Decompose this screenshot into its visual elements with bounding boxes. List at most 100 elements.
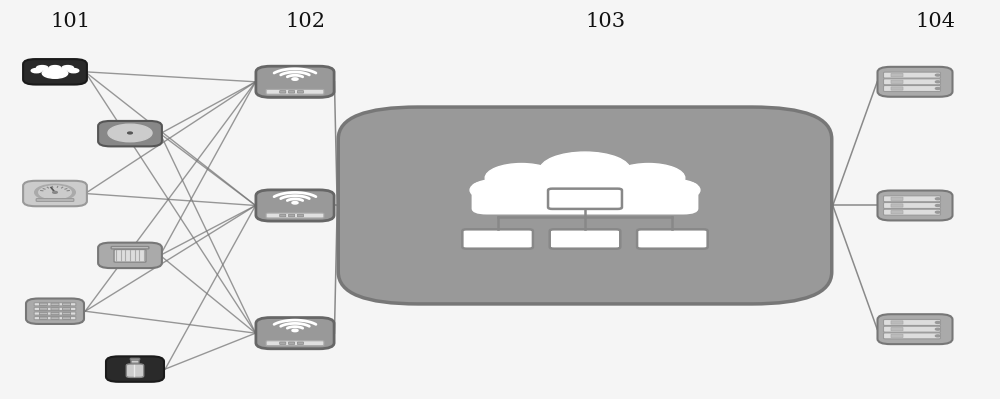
- FancyBboxPatch shape: [289, 342, 295, 344]
- Circle shape: [36, 65, 48, 70]
- Circle shape: [35, 184, 75, 200]
- FancyBboxPatch shape: [891, 87, 903, 90]
- FancyBboxPatch shape: [39, 303, 47, 306]
- FancyBboxPatch shape: [51, 317, 59, 319]
- Circle shape: [62, 65, 74, 70]
- FancyBboxPatch shape: [34, 307, 76, 310]
- FancyBboxPatch shape: [23, 59, 87, 85]
- FancyBboxPatch shape: [280, 214, 286, 217]
- FancyBboxPatch shape: [131, 360, 139, 363]
- Circle shape: [31, 69, 42, 73]
- FancyBboxPatch shape: [256, 318, 334, 349]
- FancyBboxPatch shape: [63, 317, 71, 319]
- Circle shape: [42, 68, 68, 78]
- FancyBboxPatch shape: [280, 91, 286, 93]
- Circle shape: [935, 335, 940, 337]
- FancyBboxPatch shape: [891, 211, 903, 214]
- Circle shape: [292, 78, 298, 80]
- FancyBboxPatch shape: [39, 308, 47, 310]
- Circle shape: [576, 170, 661, 204]
- FancyBboxPatch shape: [114, 249, 146, 262]
- FancyBboxPatch shape: [51, 312, 59, 315]
- FancyBboxPatch shape: [126, 364, 144, 377]
- Circle shape: [125, 131, 135, 135]
- Circle shape: [935, 322, 940, 324]
- FancyBboxPatch shape: [63, 312, 71, 315]
- FancyBboxPatch shape: [26, 298, 84, 324]
- FancyBboxPatch shape: [266, 89, 324, 94]
- FancyBboxPatch shape: [891, 73, 903, 77]
- FancyBboxPatch shape: [550, 229, 620, 249]
- FancyBboxPatch shape: [63, 308, 71, 310]
- Text: 103: 103: [585, 12, 625, 31]
- FancyBboxPatch shape: [891, 204, 903, 207]
- FancyBboxPatch shape: [266, 341, 324, 346]
- Circle shape: [935, 328, 940, 330]
- FancyBboxPatch shape: [637, 229, 708, 249]
- FancyBboxPatch shape: [878, 191, 952, 220]
- Circle shape: [68, 69, 79, 73]
- FancyBboxPatch shape: [39, 317, 47, 319]
- FancyBboxPatch shape: [884, 85, 941, 91]
- Circle shape: [612, 164, 685, 192]
- FancyBboxPatch shape: [884, 72, 941, 78]
- FancyBboxPatch shape: [297, 91, 304, 93]
- Circle shape: [485, 164, 558, 192]
- FancyBboxPatch shape: [111, 247, 149, 249]
- FancyBboxPatch shape: [98, 243, 162, 268]
- FancyBboxPatch shape: [297, 342, 304, 344]
- FancyBboxPatch shape: [34, 303, 76, 306]
- FancyBboxPatch shape: [884, 203, 941, 209]
- FancyBboxPatch shape: [462, 229, 533, 249]
- FancyBboxPatch shape: [884, 79, 941, 85]
- FancyBboxPatch shape: [256, 190, 334, 221]
- FancyBboxPatch shape: [878, 67, 952, 97]
- FancyBboxPatch shape: [472, 181, 698, 215]
- Circle shape: [509, 170, 594, 204]
- FancyBboxPatch shape: [297, 214, 304, 217]
- Text: 104: 104: [915, 12, 955, 31]
- FancyBboxPatch shape: [256, 66, 334, 97]
- Circle shape: [645, 179, 700, 201]
- FancyBboxPatch shape: [98, 121, 162, 146]
- FancyBboxPatch shape: [130, 358, 140, 360]
- Circle shape: [120, 129, 140, 137]
- FancyBboxPatch shape: [891, 197, 903, 200]
- FancyBboxPatch shape: [878, 314, 952, 344]
- Circle shape: [53, 192, 57, 193]
- Text: 102: 102: [285, 12, 325, 31]
- Circle shape: [935, 198, 940, 200]
- Circle shape: [108, 124, 152, 142]
- Circle shape: [49, 65, 61, 70]
- FancyBboxPatch shape: [891, 321, 903, 324]
- FancyBboxPatch shape: [884, 326, 941, 332]
- Circle shape: [935, 205, 940, 206]
- FancyBboxPatch shape: [891, 334, 903, 338]
- Circle shape: [935, 81, 940, 83]
- FancyBboxPatch shape: [891, 328, 903, 331]
- FancyBboxPatch shape: [51, 303, 59, 306]
- FancyBboxPatch shape: [63, 303, 71, 306]
- FancyBboxPatch shape: [23, 181, 87, 206]
- FancyBboxPatch shape: [51, 308, 59, 310]
- FancyBboxPatch shape: [34, 316, 76, 320]
- FancyBboxPatch shape: [338, 107, 832, 304]
- FancyBboxPatch shape: [39, 312, 47, 315]
- FancyBboxPatch shape: [487, 184, 683, 205]
- Circle shape: [292, 329, 298, 332]
- FancyBboxPatch shape: [884, 196, 941, 202]
- FancyBboxPatch shape: [34, 312, 76, 315]
- FancyBboxPatch shape: [36, 199, 74, 201]
- FancyBboxPatch shape: [884, 209, 941, 215]
- Circle shape: [935, 87, 940, 89]
- FancyBboxPatch shape: [289, 91, 295, 93]
- FancyBboxPatch shape: [289, 214, 295, 217]
- FancyBboxPatch shape: [884, 320, 941, 326]
- Circle shape: [935, 74, 940, 76]
- Circle shape: [292, 201, 298, 204]
- FancyBboxPatch shape: [884, 333, 941, 339]
- Circle shape: [114, 126, 146, 140]
- Circle shape: [128, 132, 132, 134]
- FancyBboxPatch shape: [266, 213, 324, 218]
- Circle shape: [540, 152, 630, 188]
